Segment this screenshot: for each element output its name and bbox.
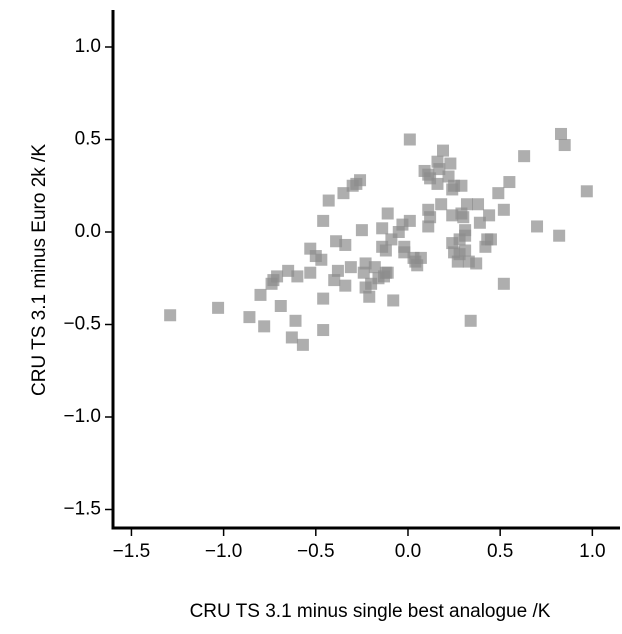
point	[212, 301, 225, 314]
point	[492, 187, 505, 200]
point	[459, 244, 472, 257]
y-tick-label: −0.5	[63, 314, 101, 335]
y-tick-label: 0.0	[75, 221, 101, 242]
point	[403, 133, 416, 146]
point	[331, 264, 344, 277]
point	[555, 127, 568, 140]
point	[497, 203, 510, 216]
x-axis-title: CRU TS 3.1 minus single best analogue /K	[190, 601, 551, 622]
x-tick-label: −1.0	[205, 541, 243, 562]
point	[354, 174, 367, 187]
point	[289, 314, 302, 327]
point	[424, 211, 437, 224]
point	[339, 238, 352, 251]
y-tick-label: 0.5	[75, 129, 101, 150]
point	[472, 198, 485, 211]
point	[379, 244, 392, 257]
point	[357, 266, 370, 279]
point	[531, 220, 544, 233]
point	[328, 274, 341, 287]
point	[304, 266, 317, 279]
point	[315, 253, 328, 266]
y-axis-title: CRU TS 3.1 minus Euro 2k /K	[29, 144, 50, 396]
point	[435, 198, 448, 211]
point	[164, 309, 177, 322]
point	[473, 216, 486, 229]
point	[580, 185, 593, 198]
point	[414, 251, 427, 264]
point	[368, 261, 381, 274]
point	[322, 194, 335, 207]
point	[433, 163, 446, 176]
point	[282, 264, 295, 277]
point	[442, 170, 455, 183]
point	[355, 224, 368, 237]
point	[296, 338, 309, 351]
point	[359, 257, 372, 270]
y-tick-label: −1.0	[63, 406, 101, 427]
y-tick-label: 1.0	[75, 36, 101, 57]
x-tick-label: 0.0	[395, 541, 421, 562]
point	[271, 270, 284, 283]
point	[470, 257, 483, 270]
point	[285, 331, 298, 344]
point	[254, 288, 267, 301]
point	[446, 209, 459, 222]
point	[444, 157, 457, 170]
point	[317, 214, 330, 227]
point	[274, 300, 287, 312]
point	[339, 279, 352, 292]
point	[317, 324, 330, 337]
point	[381, 266, 394, 279]
point	[459, 224, 472, 237]
point	[437, 144, 450, 157]
point	[387, 294, 400, 307]
point	[484, 233, 497, 246]
x-tick-label: −0.5	[297, 541, 335, 562]
point	[403, 214, 416, 227]
point	[258, 320, 271, 333]
point	[497, 277, 510, 290]
x-tick-label: 0.5	[487, 541, 513, 562]
point	[553, 229, 566, 242]
x-tick-label: −1.5	[113, 541, 151, 562]
point	[422, 220, 435, 233]
point	[457, 211, 470, 224]
y-tick-label: −1.5	[63, 499, 101, 520]
point	[431, 177, 444, 190]
point	[363, 290, 376, 303]
point	[291, 270, 304, 283]
x-tick-label: 1.0	[579, 541, 605, 562]
point	[398, 246, 411, 259]
point	[344, 261, 357, 274]
point	[337, 187, 350, 200]
point	[518, 150, 531, 163]
point	[483, 209, 496, 222]
point	[460, 198, 473, 211]
point	[317, 292, 330, 305]
point	[243, 311, 256, 324]
point	[464, 314, 477, 327]
point	[330, 235, 343, 248]
point	[558, 139, 571, 152]
point	[503, 176, 516, 189]
point	[381, 207, 394, 220]
point	[455, 179, 468, 192]
point	[376, 222, 389, 235]
